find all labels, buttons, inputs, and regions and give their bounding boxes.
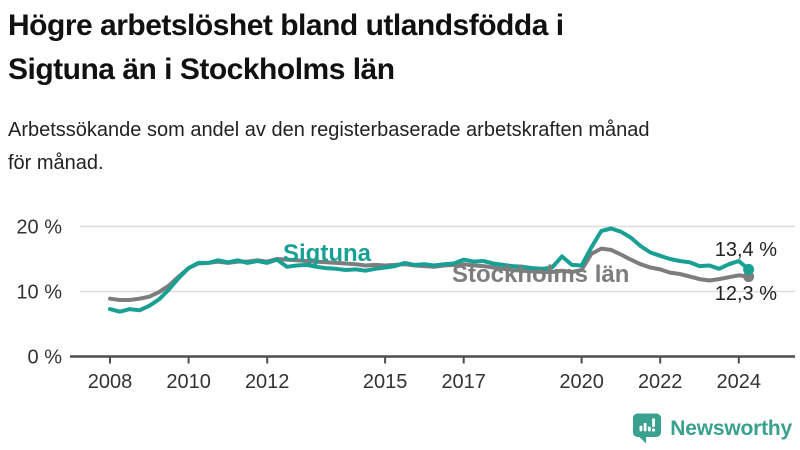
x-axis-label-2010: 2010	[166, 371, 211, 393]
bar-chart-speech-bubble-icon	[633, 413, 662, 444]
chart-title: Högre arbetslöshet bland utlandsfödda i S…	[8, 4, 768, 92]
series-line-sigtuna	[108, 226, 751, 314]
line-chart: 2008 2010 2012 2015 2017 2020 2022 2024 0 % 10 % 2…	[16, 217, 795, 393]
series-label-stockholms-l-n: Stockholms län	[452, 261, 629, 288]
x-axis-label-2008: 2008	[88, 371, 133, 393]
y-axis-label-10: 10 %	[16, 282, 62, 304]
series-end-label: 13,4 %	[715, 239, 777, 261]
series-label-sigtuna: Sigtuna	[283, 240, 372, 267]
newsworthy-logo-text: Newsworthy	[670, 416, 792, 440]
chart-title-line1: Högre arbetslöshet bland utlandsfödda i	[8, 9, 564, 42]
y-axis-label-20: 20 %	[16, 217, 62, 239]
x-axis-label-2012: 2012	[245, 371, 290, 393]
series-end-label: 12,3 %	[715, 283, 777, 305]
x-axis-label-2020: 2020	[559, 371, 604, 393]
chart-title-line2: Sigtuna än i Stockholms län	[8, 53, 395, 86]
newsworthy-logo: Newsworthy	[632, 412, 792, 445]
x-axis-label-2017: 2017	[441, 371, 486, 393]
series-end-dot	[743, 263, 755, 275]
x-axis-label-2024: 2024	[717, 371, 762, 393]
chart-subtitle: Arbetssökande som andel av den registerb…	[8, 114, 788, 180]
chart-subtitle-line1: Arbetssökande som andel av den registerb…	[8, 119, 650, 141]
y-axis-label-0: 0 %	[28, 347, 63, 369]
x-axis-label-2022: 2022	[638, 371, 683, 393]
chart-subtitle-line2: för månad.	[8, 152, 104, 174]
series-line-stockholms-l-n	[108, 246, 751, 302]
x-axis-label-2015: 2015	[363, 371, 408, 393]
